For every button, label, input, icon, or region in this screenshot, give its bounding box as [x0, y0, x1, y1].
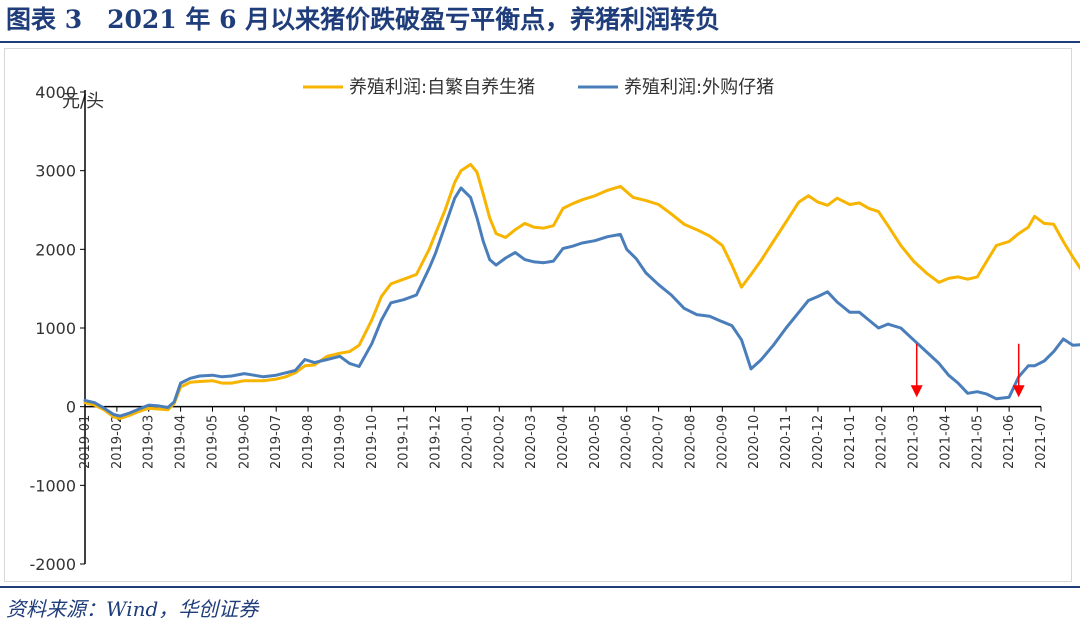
x-tick-label: 2020-12 — [811, 415, 826, 469]
x-tick-label: 2020-05 — [588, 415, 603, 469]
x-tick-label: 2021-05 — [970, 415, 985, 469]
x-tick-label: 2021-07 — [1034, 415, 1049, 469]
x-tick-label: 2019-02 — [110, 415, 125, 469]
red-arrow-head — [910, 385, 923, 398]
x-tick-label: 2019-09 — [333, 415, 348, 469]
y-tick-label: 0 — [66, 398, 76, 417]
x-tick-label: 2019-03 — [142, 415, 157, 469]
x-tick-label: 2019-12 — [429, 415, 444, 469]
figure-title: 图表 3 2021 年 6 月以来猪价跌破盈亏平衡点，养猪利润转负 — [6, 5, 721, 34]
y-tick-label: 3000 — [35, 162, 76, 181]
chart-legend: 养殖利润:自繁自养生猪 养殖利润:外购仔猪 — [303, 76, 774, 98]
y-tick-label: -1000 — [30, 476, 77, 495]
y-tick-label: 2000 — [35, 240, 76, 259]
x-tick-label: 2021-06 — [1002, 415, 1017, 469]
x-tick-label: 2020-10 — [747, 415, 762, 469]
x-tick-label: 2019-04 — [174, 415, 189, 469]
x-tick-label: 2021-03 — [907, 415, 922, 469]
x-tick-label: 2019-10 — [365, 415, 380, 469]
series-lines — [83, 162, 1080, 420]
x-tick-label: 2020-03 — [524, 415, 539, 469]
y-tick-label: -2000 — [30, 555, 77, 574]
chart-frame — [4, 48, 1072, 582]
y-axis-unit-label: 元/头 — [62, 91, 104, 112]
x-tick-label: 2019-06 — [237, 415, 252, 469]
x-tick-label: 2019-05 — [205, 415, 220, 469]
x-tick-label: 2020-07 — [652, 415, 667, 469]
y-tick-label: 1000 — [35, 319, 76, 338]
source-note: 资料来源：Wind，华创证券 — [6, 597, 259, 621]
x-tick-label: 2020-08 — [683, 415, 698, 469]
x-tick-label: 2019-08 — [301, 415, 316, 469]
series-line-purchased-piglets — [83, 186, 1080, 418]
x-tick-label: 2019-11 — [397, 415, 412, 469]
x-tick-label: 2020-01 — [460, 415, 475, 469]
legend-label-purchased-piglets: 养殖利润:外购仔猪 — [624, 76, 774, 98]
chart-annotations — [910, 343, 1025, 398]
red-arrow-head — [1012, 385, 1025, 398]
x-tick-label: 2021-01 — [843, 415, 858, 469]
series-line-self-bred — [83, 162, 1080, 420]
y-axis: -2000 -1000 0 1000 2000 3000 4000 — [30, 83, 86, 574]
x-tick-label: 2020-11 — [779, 415, 794, 469]
x-tick-label: 2019-07 — [269, 415, 284, 469]
x-tick-label: 2020-04 — [556, 415, 571, 469]
x-tick-label: 2020-06 — [620, 415, 635, 469]
x-tick-label: 2020-09 — [715, 415, 730, 469]
title-divider — [0, 41, 1080, 43]
x-axis: 2019-01 2019-02 2019-03 2019-04 2019-05 2019-… — [78, 405, 1049, 469]
x-tick-label: 2021-02 — [875, 415, 890, 469]
y-tick-label: 4000 — [35, 83, 76, 102]
x-tick-label: 2020-02 — [492, 415, 507, 469]
x-tick-label: 2021-04 — [938, 415, 953, 469]
x-tick-label: 2019-01 — [78, 415, 93, 469]
source-divider — [0, 586, 1080, 588]
legend-label-self-bred: 养殖利润:自繁自养生猪 — [349, 76, 535, 98]
